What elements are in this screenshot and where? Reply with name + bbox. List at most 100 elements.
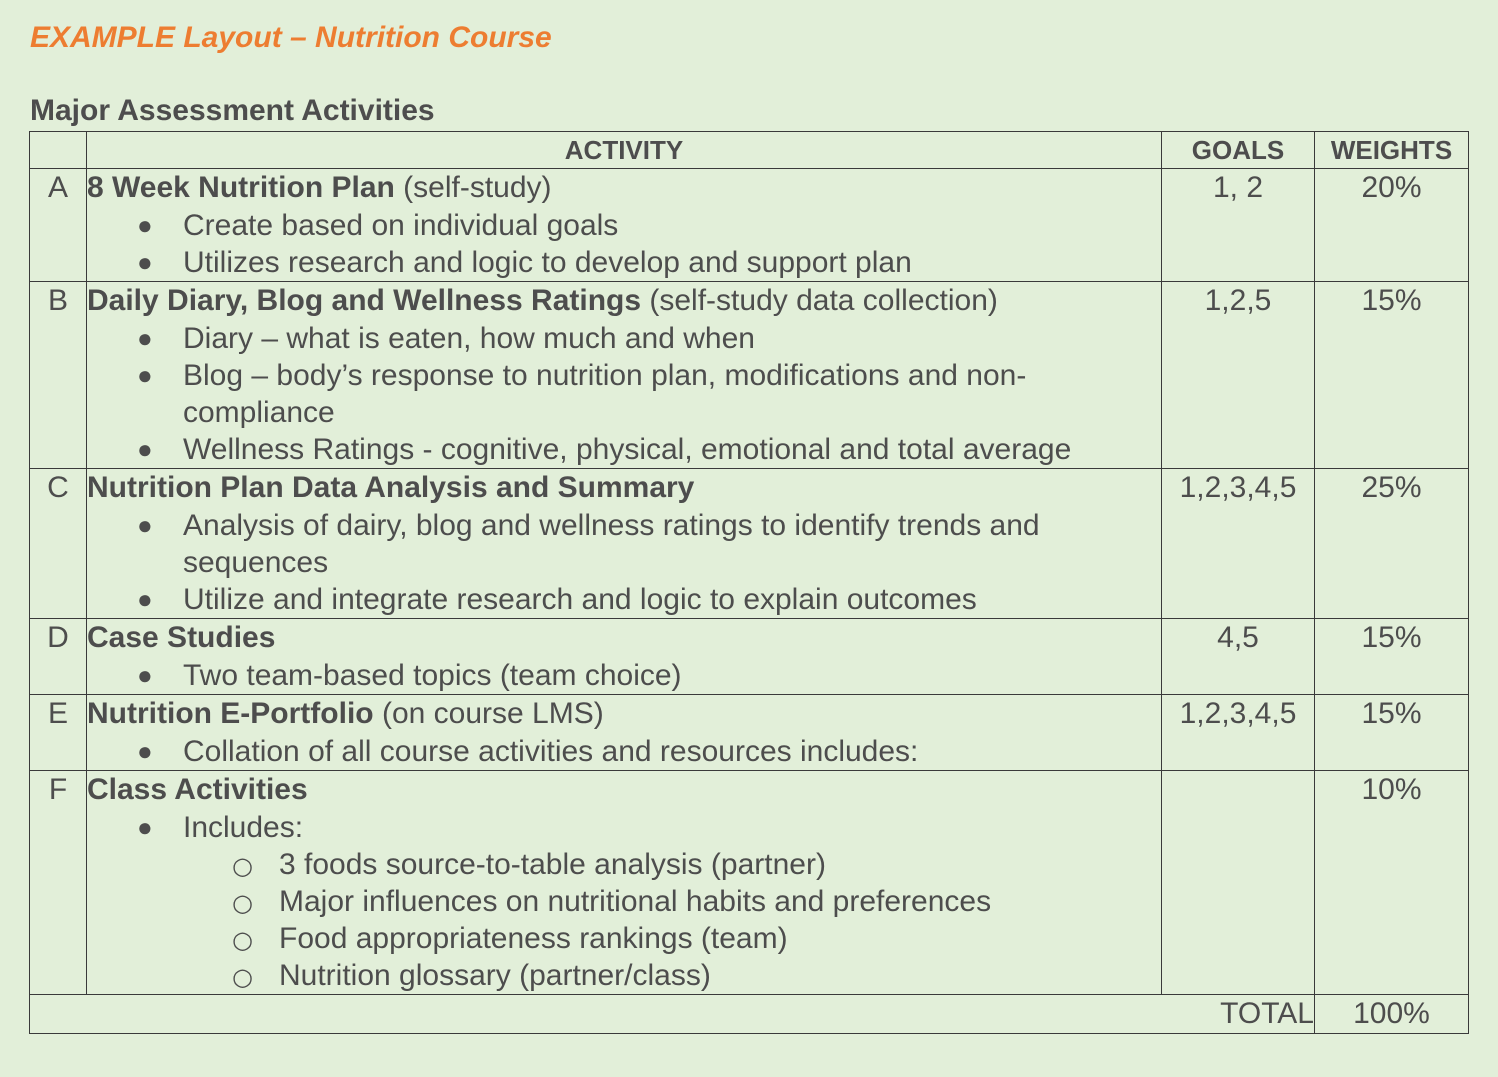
- table-row: F Class Activities ● Includes: ○ 3 foods s…: [29, 770, 1469, 995]
- bullet-icon: ●: [137, 510, 153, 540]
- table-row: E Nutrition E-Portfolio (on course LMS) …: [29, 694, 1469, 771]
- circle-bullet-icon: ○: [232, 889, 253, 917]
- goals-cell: 1,2,5: [1161, 281, 1315, 469]
- list-item: ● Blog – body’s response to nutrition pla…: [87, 357, 1161, 431]
- sub-list-item-text: Nutrition glossary (partner/class): [279, 959, 711, 992]
- activity-title: Class Activities: [87, 771, 1161, 809]
- table-row: B Daily Diary, Blog and Wellness Ratings…: [29, 281, 1469, 469]
- activity-title: 8 Week Nutrition Plan (self-study): [87, 169, 1161, 207]
- bullet-list: ● Collation of all course activities and …: [87, 733, 1161, 770]
- sub-list-item-text: Food appropriateness rankings (team): [279, 922, 788, 955]
- activity-title-bold: Daily Diary, Blog and Wellness Ratings: [87, 284, 642, 317]
- bullet-icon: ●: [137, 812, 153, 842]
- weight-cell: 15%: [1314, 618, 1469, 695]
- weight-cell: 10%: [1314, 770, 1469, 995]
- list-item: ● Create based on individual goals: [87, 207, 1161, 244]
- sub-list-item: ○ Major influences on nutritional habits …: [183, 883, 1161, 920]
- activity-title-bold: 8 Week Nutrition Plan: [87, 171, 395, 204]
- bullet-list: ● Create based on individual goals ● Utili…: [87, 207, 1161, 281]
- list-item: ● Utilize and integrate research and logi…: [87, 581, 1161, 618]
- list-item-text: Includes:: [183, 811, 304, 844]
- activity-cell: Daily Diary, Blog and Wellness Ratings (…: [86, 281, 1162, 469]
- weight-cell: 20%: [1314, 168, 1469, 282]
- document-title: EXAMPLE Layout – Nutrition Course: [30, 21, 552, 54]
- assessment-table: ACTIVITY GOALS WEIGHTS A 8 Week Nutritio…: [29, 131, 1469, 1034]
- activity-title: Nutrition E-Portfolio (on course LMS): [87, 695, 1161, 733]
- table-row: D Case Studies ● Two team-based topics (t…: [29, 618, 1469, 695]
- sub-list-item: ○ Food appropriateness rankings (team): [183, 920, 1161, 957]
- goals-cell: 1,2,3,4,5: [1161, 468, 1315, 619]
- table-row: C Nutrition Plan Data Analysis and Summa…: [29, 468, 1469, 619]
- bullet-icon: ●: [137, 660, 153, 690]
- bullet-list: ● Analysis of dairy, blog and wellness ra…: [87, 507, 1161, 618]
- list-item-text: Wellness Ratings - cognitive, physical, …: [183, 433, 1072, 466]
- circle-bullet-icon: ○: [232, 963, 253, 991]
- row-letter: A: [29, 168, 87, 282]
- goals-cell: 1, 2: [1161, 168, 1315, 282]
- list-item-text: Create based on individual goals: [183, 209, 619, 242]
- list-item-text: Utilize and integrate research and logic…: [183, 583, 977, 616]
- activity-title: Case Studies: [87, 619, 1161, 657]
- list-item: ● Utilizes research and logic to develop …: [87, 244, 1161, 281]
- activity-title-note: (on course LMS): [373, 697, 604, 730]
- total-value: 100%: [1314, 994, 1469, 1034]
- total-row: TOTAL 100%: [29, 994, 1469, 1034]
- sub-bullet-list: ○ 3 foods source-to-table analysis (partn…: [183, 846, 1161, 994]
- header-activity: ACTIVITY: [86, 131, 1162, 169]
- list-item-text: Blog – body’s response to nutrition plan…: [183, 359, 1027, 429]
- sub-list-item-text: 3 foods source-to-table analysis (partne…: [279, 848, 826, 881]
- list-item: ● Wellness Ratings - cognitive, physical,…: [87, 431, 1161, 468]
- header-row: ACTIVITY GOALS WEIGHTS: [29, 131, 1469, 169]
- activity-cell: Nutrition E-Portfolio (on course LMS) ● C…: [86, 694, 1162, 771]
- circle-bullet-icon: ○: [232, 852, 253, 880]
- list-item: ● Two team-based topics (team choice): [87, 657, 1161, 694]
- bullet-icon: ●: [137, 434, 153, 464]
- goals-cell: 4,5: [1161, 618, 1315, 695]
- activity-cell: Case Studies ● Two team-based topics (tea…: [86, 618, 1162, 695]
- weight-cell: 25%: [1314, 468, 1469, 619]
- activity-title-bold: Class Activities: [87, 773, 308, 806]
- activity-title-bold: Case Studies: [87, 621, 276, 654]
- bullet-icon: ●: [137, 736, 153, 766]
- list-item-text: Collation of all course activities and r…: [183, 735, 919, 768]
- row-letter: D: [29, 618, 87, 695]
- bullet-icon: ●: [137, 323, 153, 353]
- list-item: ● Analysis of dairy, blog and wellness ra…: [87, 507, 1161, 581]
- bullet-icon: ●: [137, 247, 153, 277]
- sub-list-item-text: Major influences on nutritional habits a…: [279, 885, 992, 918]
- list-item: ● Diary – what is eaten, how much and whe…: [87, 320, 1161, 357]
- table-row: A 8 Week Nutrition Plan (self-study) ● Cr…: [29, 168, 1469, 282]
- bullet-list: ● Includes: ○ 3 foods source-to-table anal…: [87, 809, 1161, 994]
- weight-cell: 15%: [1314, 281, 1469, 469]
- list-item: ● Includes: ○ 3 foods source-to-table anal…: [87, 809, 1161, 994]
- bullet-list: ● Diary – what is eaten, how much and whe…: [87, 320, 1161, 468]
- activity-cell: Class Activities ● Includes: ○ 3 foods sou…: [86, 770, 1162, 995]
- activity-title-note: (self-study data collection): [641, 284, 998, 317]
- header-goals: GOALS: [1161, 131, 1315, 169]
- total-label: TOTAL: [29, 994, 1315, 1034]
- section-heading: Major Assessment Activities: [30, 94, 435, 127]
- activity-title: Daily Diary, Blog and Wellness Ratings (…: [87, 282, 1161, 320]
- activity-cell: Nutrition Plan Data Analysis and Summary…: [86, 468, 1162, 619]
- row-letter: F: [29, 770, 87, 995]
- goals-cell: [1161, 770, 1315, 995]
- goals-cell: 1,2,3,4,5: [1161, 694, 1315, 771]
- activity-title: Nutrition Plan Data Analysis and Summary: [87, 469, 1161, 507]
- weight-cell: 15%: [1314, 694, 1469, 771]
- sub-list-item: ○ Nutrition glossary (partner/class): [183, 957, 1161, 994]
- activity-title-note: (self-study): [394, 171, 552, 204]
- list-item-text: Two team-based topics (team choice): [183, 659, 682, 692]
- list-item-text: Utilizes research and logic to develop a…: [183, 246, 912, 279]
- sub-list-item: ○ 3 foods source-to-table analysis (partn…: [183, 846, 1161, 883]
- header-letter-cell: [29, 131, 87, 169]
- activity-title-bold: Nutrition E-Portfolio: [87, 697, 374, 730]
- activity-title-bold: Nutrition Plan Data Analysis and Summary: [87, 471, 695, 504]
- header-weights: WEIGHTS: [1314, 131, 1469, 169]
- bullet-list: ● Two team-based topics (team choice): [87, 657, 1161, 694]
- activity-cell: 8 Week Nutrition Plan (self-study) ● Crea…: [86, 168, 1162, 282]
- row-letter: B: [29, 281, 87, 469]
- circle-bullet-icon: ○: [232, 926, 253, 954]
- list-item-text: Diary – what is eaten, how much and when: [183, 322, 755, 355]
- list-item-text: Analysis of dairy, blog and wellness rat…: [183, 509, 1040, 579]
- list-item: ● Collation of all course activities and …: [87, 733, 1161, 770]
